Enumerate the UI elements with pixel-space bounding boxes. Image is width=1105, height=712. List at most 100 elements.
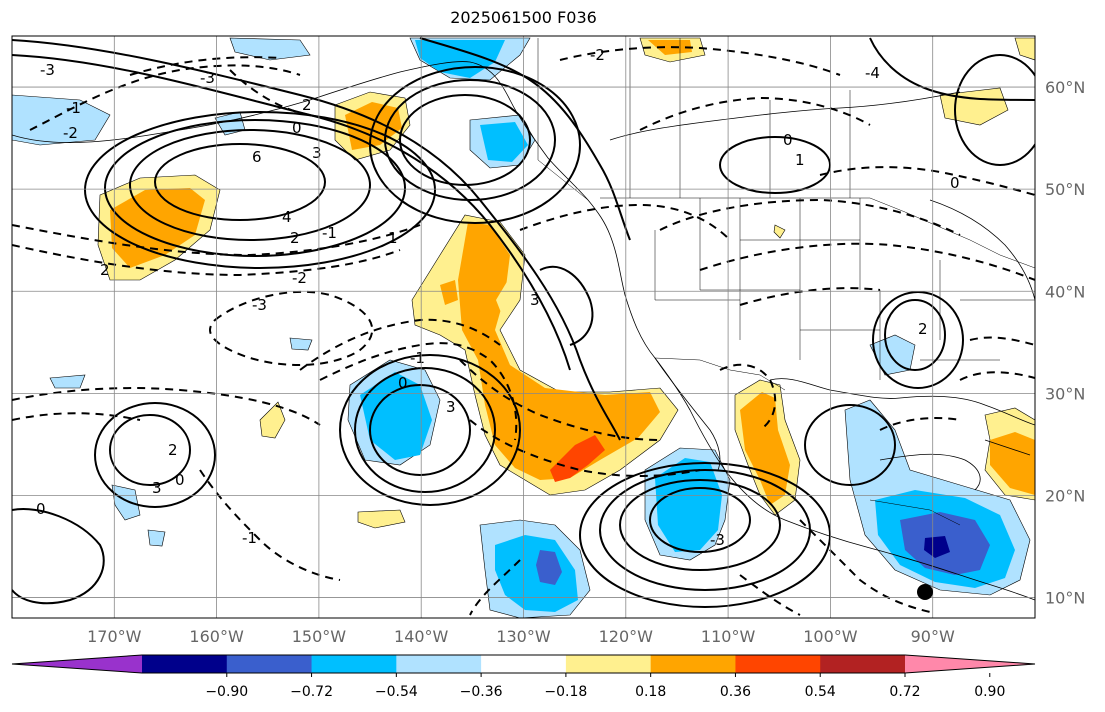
dashed-contour (199, 469, 341, 581)
contour-label: 2 (918, 320, 928, 338)
dashed-contour (12, 244, 401, 277)
colorbar-tick-label: 0.36 (720, 684, 751, 700)
contour-label: -1 (242, 529, 257, 547)
lon-tick-label: 140°W (394, 627, 449, 646)
field-neg-054 (536, 550, 562, 585)
lon-tick-label: 120°W (599, 627, 654, 646)
state-lines-1 (654, 198, 1035, 380)
dashed-contour (459, 359, 661, 441)
dashed-contour (699, 242, 1035, 281)
dashed-contour (739, 287, 881, 306)
contour-label: -4 (865, 64, 880, 82)
colorbar-segment (142, 655, 228, 673)
map-frame (11, 35, 1036, 619)
contour-high-145w (399, 94, 531, 186)
coastline-gulf (769, 378, 1035, 426)
cuba (984, 439, 1031, 456)
border-alaska (537, 38, 589, 201)
contour-sw (339, 354, 521, 506)
field-pos-036 (990, 432, 1035, 495)
contour-arctic (954, 54, 1035, 166)
contour-mex (649, 487, 751, 553)
field-neg-036 (495, 535, 578, 612)
colorbar-segment (396, 655, 482, 673)
latitude-ticks: 10°N 20°N 30°N 40°N 50°N 60°N (1045, 78, 1085, 608)
dashed-contour (969, 336, 1035, 346)
colorbar: −0.90 −0.72 −0.54 −0.36 −0.18 0.18 0.36 0.54 0.7… (11, 654, 1036, 700)
field-neg-036 (480, 122, 528, 162)
dashed-contour (12, 412, 141, 421)
contour-ne (869, 37, 1035, 101)
dashed-contour (12, 224, 421, 257)
contour-high-145w (369, 66, 581, 224)
contour-label: 2 (100, 261, 110, 279)
contour-high-160w (129, 129, 371, 241)
contour-high-145w (384, 79, 556, 201)
contour-label: -1 (410, 349, 425, 367)
dashed-contour (209, 290, 374, 366)
contour-east (872, 291, 964, 389)
contour-high-160w (154, 143, 326, 221)
dashed-contour (12, 387, 321, 426)
colorbar-segment (481, 655, 567, 673)
colorbar-tick-label: −0.36 (460, 684, 503, 700)
lon-tick-label: 170°W (87, 627, 142, 646)
contour-mex (619, 479, 781, 571)
contour-label: -2 (63, 124, 78, 142)
field-neg-018 (289, 337, 313, 351)
field-neg-018 (49, 374, 86, 389)
gridlines (12, 36, 1035, 618)
field-neg-036 (415, 40, 505, 78)
field-neg-018 (12, 94, 111, 146)
field-pos-018 (357, 509, 406, 529)
colorbar-tick-label: 0.54 (805, 684, 836, 700)
yucatan (879, 453, 981, 491)
location-marker (917, 584, 933, 600)
colorbar-tick-label: −0.18 (544, 684, 587, 700)
dashed-contour (229, 69, 311, 116)
contour-label: 4 (282, 208, 292, 226)
contour-label: -3 (200, 69, 215, 87)
lat-tick-label: 40°N (1045, 282, 1085, 301)
field-pos-018 (773, 224, 786, 239)
colorbar-tick-label: 0.72 (889, 684, 920, 700)
field-neg-072 (924, 536, 950, 558)
lat-tick-label: 20°N (1045, 486, 1085, 505)
dashed-contour (639, 96, 871, 131)
field-pos-018 (259, 401, 286, 439)
colorbar-extend-high (905, 655, 1035, 673)
contour-label: 0 (36, 500, 46, 518)
coastline-east (929, 199, 1035, 301)
lon-tick-label: 150°W (292, 627, 347, 646)
field-neg-018 (147, 529, 166, 547)
contour-label: -2 (292, 269, 307, 287)
contour-canada (719, 136, 831, 194)
colorbar-segment (735, 655, 821, 673)
longitude-ticks: 170°W 160°W 150°W 140°W 130°W 120°W 110°W 100°W… (87, 627, 955, 646)
colorbar-extend-low (12, 655, 142, 673)
contour-label: 2 (290, 229, 300, 247)
canada-provinces (629, 38, 851, 198)
central-america (869, 499, 961, 526)
border-us-mexico (654, 357, 786, 391)
chart-title: 2025061500 F036 (450, 8, 597, 27)
contour-label: 3 (446, 398, 456, 416)
dashed-contour (719, 363, 777, 431)
field-pos-036 (648, 40, 692, 55)
contour-label: -3 (40, 61, 55, 79)
colorbar-segment (820, 655, 906, 673)
colorbar-segment (650, 655, 736, 673)
dashed-contour (559, 46, 841, 76)
border-us-canada (600, 197, 1035, 269)
dashed-contour (659, 198, 961, 236)
lat-tick-label: 50°N (1045, 180, 1085, 199)
field-gap (496, 280, 512, 320)
dashed-contour (469, 559, 521, 616)
lat-tick-label: 60°N (1045, 78, 1085, 97)
contour-label: 3 (530, 291, 540, 309)
dashed-contour (519, 203, 731, 241)
lon-tick-label: 90°W (911, 627, 955, 646)
contour-label: 0 (783, 131, 793, 149)
dashed-contour (319, 342, 518, 441)
field-pos-036 (110, 188, 205, 268)
